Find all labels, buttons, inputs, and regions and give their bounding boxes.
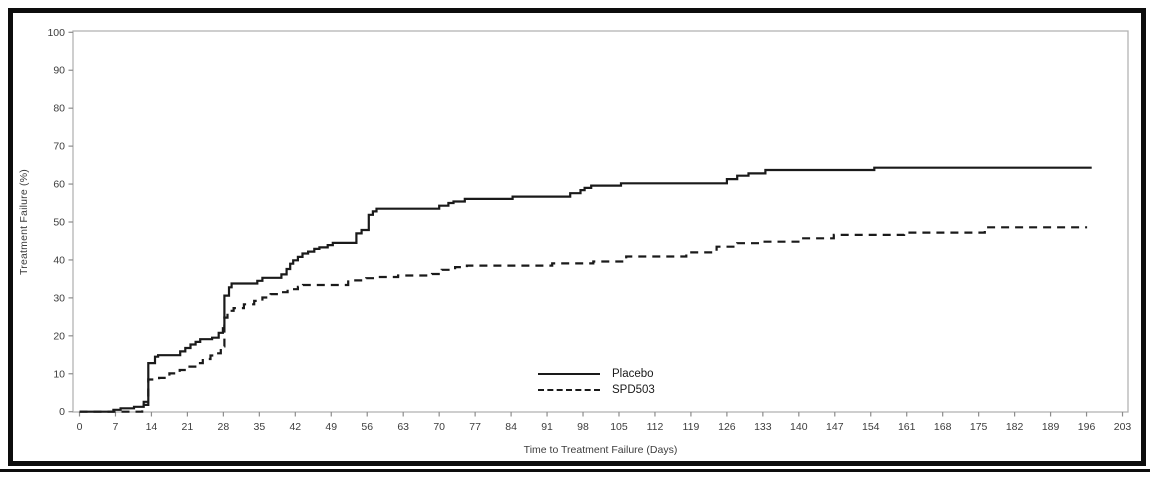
legend-label: SPD503	[612, 384, 655, 396]
x-tick-label: 154	[862, 421, 880, 433]
chart-legend: Placebo SPD503	[538, 366, 655, 398]
placebo-line-sample	[538, 373, 600, 375]
x-tick-label: 21	[182, 421, 194, 433]
x-tick-label: 126	[718, 421, 736, 433]
legend-item: Placebo	[538, 366, 655, 382]
x-tick-label: 161	[898, 421, 916, 433]
x-tick-label: 0	[77, 421, 83, 433]
legend-label: Placebo	[612, 368, 654, 380]
x-tick-label: 14	[146, 421, 158, 433]
spd503-curve	[79, 226, 1088, 413]
y-tick-label: 30	[53, 292, 65, 304]
plot-frame	[72, 30, 1129, 413]
x-tick-label: 91	[541, 421, 553, 433]
x-tick-label: 49	[325, 421, 337, 433]
x-tick-label: 168	[934, 421, 952, 433]
x-tick-label: 28	[218, 421, 230, 433]
x-tick-label: 140	[790, 421, 808, 433]
placebo-curve	[79, 166, 1092, 413]
x-tick-label: 84	[505, 421, 517, 433]
x-tick-label: 119	[683, 421, 700, 433]
spd503-line-sample	[538, 389, 600, 391]
x-tick-label: 63	[397, 421, 409, 433]
x-tick-label: 189	[1042, 421, 1060, 433]
x-tick-label: 147	[826, 421, 844, 433]
y-tick-label: 60	[53, 179, 65, 191]
y-tick-label: 70	[53, 141, 65, 153]
x-tick-label: 98	[577, 421, 589, 433]
x-tick-label: 42	[289, 421, 301, 433]
legend-item: SPD503	[538, 382, 655, 398]
x-tick-label: 175	[970, 421, 988, 433]
x-tick-label: 35	[253, 421, 265, 433]
x-tick-label: 56	[361, 421, 373, 433]
y-tick-label: 80	[53, 103, 65, 115]
x-tick-label: 105	[610, 421, 628, 433]
y-tick-label: 40	[53, 254, 65, 266]
y-axis-title: Treatment Failure (%)	[18, 169, 30, 275]
y-tick-label: 50	[53, 217, 65, 229]
x-tick-label: 77	[469, 421, 481, 433]
x-tick-label: 203	[1114, 421, 1132, 433]
x-tick-label: 182	[1006, 421, 1024, 433]
bottom-rule	[0, 469, 1150, 472]
x-axis-title: Time to Treatment Failure (Days)	[523, 444, 678, 456]
x-tick-label: 112	[647, 421, 664, 433]
x-tick-label: 7	[113, 421, 119, 433]
x-tick-label: 70	[433, 421, 445, 433]
x-tick-label: 196	[1078, 421, 1096, 433]
y-tick-label: 100	[47, 27, 65, 39]
y-tick-label: 10	[53, 368, 65, 380]
y-tick-label: 20	[53, 330, 65, 342]
x-tick-label: 133	[754, 421, 772, 433]
y-tick-label: 90	[53, 65, 65, 77]
y-tick-label: 0	[59, 406, 65, 418]
